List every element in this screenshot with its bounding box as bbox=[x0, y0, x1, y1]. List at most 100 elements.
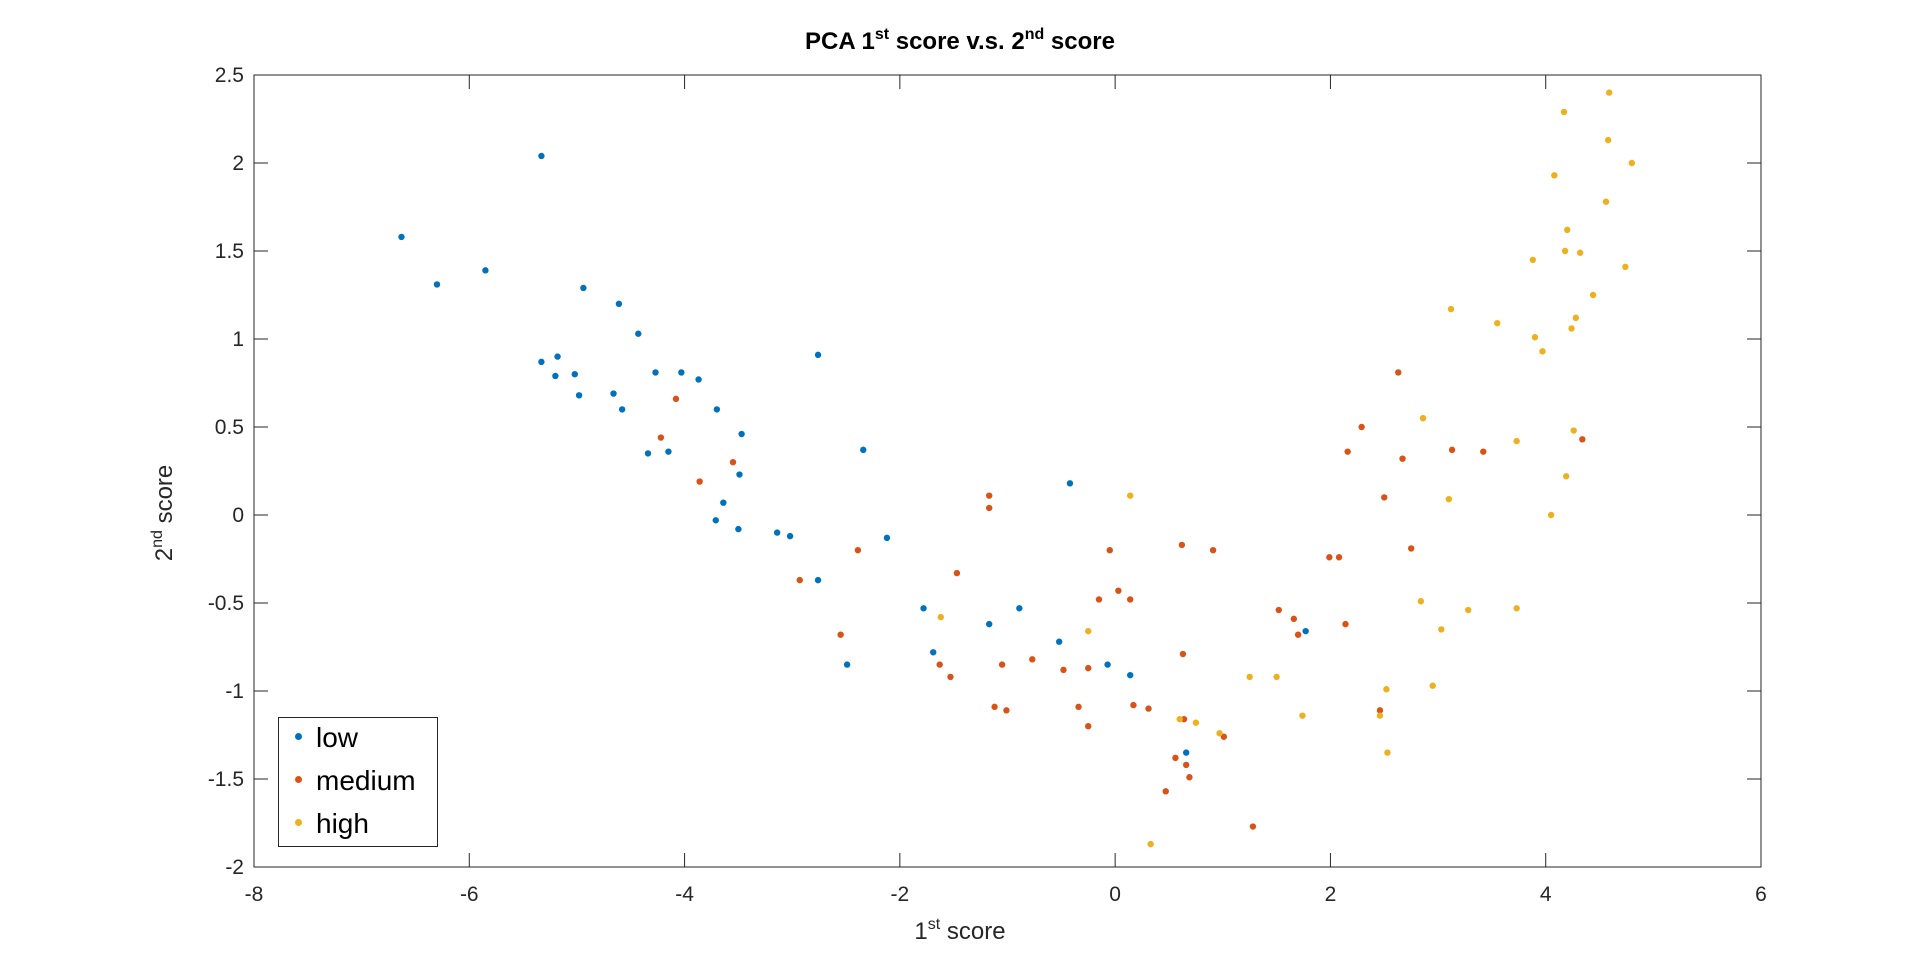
data-point-medium bbox=[1003, 707, 1010, 714]
legend-item-low: low bbox=[279, 718, 439, 758]
y-axis-label-sup: nd bbox=[149, 530, 166, 548]
data-point-low bbox=[920, 605, 927, 612]
data-point-low bbox=[652, 369, 659, 376]
data-point-low bbox=[398, 233, 405, 241]
data-point-medium bbox=[1342, 620, 1349, 628]
x-tick-label: -6 bbox=[460, 883, 479, 906]
data-point-high bbox=[1085, 627, 1092, 635]
data-point-medium bbox=[1127, 596, 1134, 603]
data-point-low bbox=[580, 284, 587, 292]
legend-marker-high bbox=[295, 819, 302, 826]
data-point-low bbox=[678, 369, 685, 376]
data-point-medium bbox=[1179, 650, 1187, 658]
data-point-high bbox=[1176, 715, 1183, 723]
title-sup-1: st bbox=[874, 26, 890, 43]
y-tick-label: 1.5 bbox=[215, 240, 244, 263]
data-point-low bbox=[538, 358, 545, 366]
data-point-low bbox=[538, 152, 545, 160]
data-point-low bbox=[433, 281, 441, 288]
data-point-low bbox=[571, 371, 578, 378]
data-point-low bbox=[1302, 627, 1309, 635]
data-point-low bbox=[610, 390, 617, 397]
data-point-medium bbox=[1178, 541, 1186, 549]
data-point-high bbox=[1564, 226, 1571, 234]
data-point-high bbox=[1438, 626, 1445, 633]
data-point-medium bbox=[1579, 436, 1586, 443]
data-point-high bbox=[1147, 840, 1154, 848]
legend-label-high: high bbox=[316, 808, 369, 839]
plot-area bbox=[253, 74, 1762, 868]
data-point-high bbox=[1547, 511, 1555, 519]
data-point-high bbox=[1539, 348, 1546, 355]
x-tick-label: -2 bbox=[891, 883, 910, 906]
data-point-high bbox=[1299, 712, 1306, 719]
data-point-medium bbox=[657, 434, 665, 441]
data-point-low bbox=[635, 330, 642, 337]
data-point-low bbox=[1016, 605, 1023, 612]
data-point-medium bbox=[1145, 705, 1152, 712]
data-point-medium bbox=[953, 569, 961, 577]
data-point-high bbox=[1445, 495, 1453, 503]
data-point-low bbox=[554, 353, 561, 360]
data-point-medium bbox=[837, 631, 844, 638]
y-tick-label: 0 bbox=[232, 504, 244, 527]
data-point-medium bbox=[1130, 701, 1137, 709]
data-point-high bbox=[1383, 686, 1390, 693]
data-point-low bbox=[482, 267, 489, 274]
data-point-medium bbox=[998, 661, 1006, 668]
y-axis-label: 2nd score bbox=[149, 464, 179, 562]
data-point-medium bbox=[1335, 554, 1343, 561]
data-point-medium bbox=[1209, 547, 1217, 554]
data-point-low bbox=[618, 406, 626, 413]
data-point-high bbox=[1513, 605, 1520, 612]
data-point-medium bbox=[1344, 448, 1351, 455]
x-axis-label-text: score bbox=[940, 918, 1006, 945]
title-mid: score v.s. 2 bbox=[889, 28, 1025, 55]
data-point-high bbox=[1560, 108, 1568, 116]
data-point-medium bbox=[1085, 723, 1092, 730]
x-tick-label: 2 bbox=[1325, 883, 1337, 906]
data-point-high bbox=[1551, 172, 1558, 179]
data-point-high bbox=[1570, 427, 1577, 434]
data-point-medium bbox=[1326, 554, 1333, 561]
legend-label-low: low bbox=[316, 722, 359, 753]
x-tick-label: 4 bbox=[1540, 883, 1552, 906]
data-point-medium bbox=[1290, 615, 1298, 623]
data-point-high bbox=[1494, 319, 1501, 327]
data-point-high bbox=[1628, 159, 1636, 167]
data-point-low bbox=[736, 471, 743, 478]
data-point-medium bbox=[796, 576, 803, 584]
data-point-medium bbox=[1029, 656, 1036, 663]
data-point-medium bbox=[1162, 788, 1169, 795]
data-point-medium bbox=[947, 673, 954, 681]
legend-item-medium: medium bbox=[279, 761, 439, 801]
data-point-medium bbox=[1060, 666, 1067, 674]
legend-marker-low bbox=[295, 733, 302, 740]
data-point-low bbox=[814, 576, 822, 584]
data-point-high bbox=[1216, 730, 1223, 737]
data-point-medium bbox=[986, 504, 993, 512]
x-tick-label: 0 bbox=[1109, 883, 1121, 906]
data-point-high bbox=[1589, 291, 1597, 299]
data-point-low bbox=[843, 661, 851, 668]
data-point-medium bbox=[936, 661, 943, 668]
data-point-low bbox=[738, 430, 745, 438]
data-point-high bbox=[1447, 305, 1455, 313]
data-point-low bbox=[786, 532, 794, 540]
data-point-medium bbox=[1407, 545, 1415, 552]
data-point-high bbox=[1127, 492, 1134, 499]
data-point-medium bbox=[1095, 596, 1103, 603]
data-point-low bbox=[1104, 661, 1111, 668]
data-point-medium bbox=[1376, 707, 1384, 714]
data-point-low bbox=[720, 499, 727, 506]
y-axis-label-text: score bbox=[151, 464, 178, 531]
data-point-medium bbox=[1115, 587, 1122, 594]
data-point-high bbox=[1604, 136, 1612, 144]
data-point-low bbox=[665, 448, 672, 455]
chart-title: PCA 1st score v.s. 2nd score bbox=[0, 26, 1920, 56]
y-tick-label: -2 bbox=[225, 856, 244, 879]
data-point-high bbox=[1429, 682, 1436, 689]
y-tick-label: -0.5 bbox=[208, 592, 244, 615]
